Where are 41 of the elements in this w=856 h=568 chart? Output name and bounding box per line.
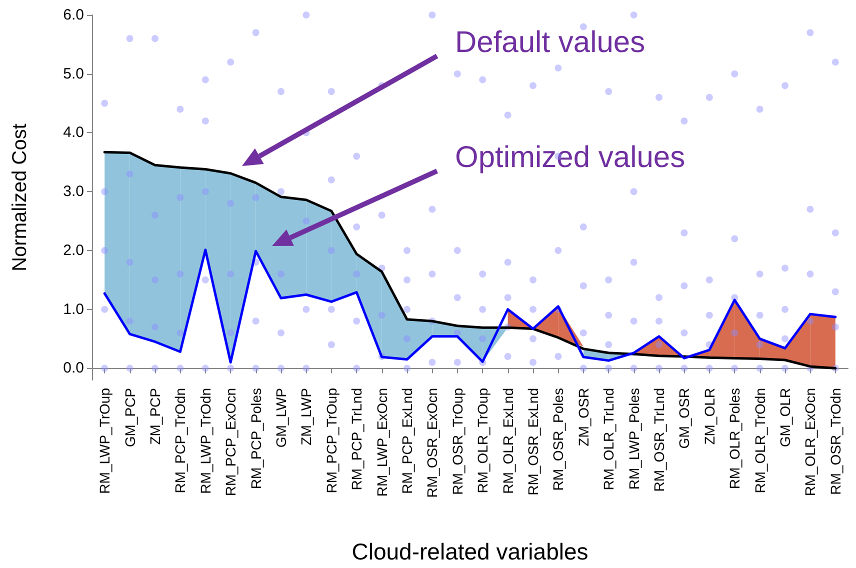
x-tick-label: GM_LWP xyxy=(273,388,289,448)
x-axis-title: Cloud-related variables xyxy=(352,538,588,564)
x-tick-label: RM_OSR_ExOcn xyxy=(424,388,440,498)
x-tick-label: RM_OLR_TrOup xyxy=(474,388,491,494)
x-tick-label: ZM_OSR xyxy=(575,388,592,446)
x-tick-label: RM_PCP_ExLnd xyxy=(399,388,415,494)
x-tick-label: RM_OLR_Poles xyxy=(726,388,743,490)
x-tick-label: RM_LWP_TrOup xyxy=(96,388,113,494)
x-tick-label: RM_PCP_ExOcn xyxy=(222,388,239,496)
x-tick-label: RM_OLR_TrLnd xyxy=(600,388,617,490)
y-tick-label: 2.0 xyxy=(63,242,84,259)
x-tick-label: ZM_OLR xyxy=(701,388,718,445)
x-tick-label: RM_LWP_Poles xyxy=(626,388,642,490)
x-tick-label: RM_OSR_ExLnd xyxy=(525,388,541,496)
x-tick-label: RM_OLR_ExOcn xyxy=(802,388,818,496)
x-tick-label: RM_PCP_TrOup xyxy=(323,388,340,494)
x-tick-label: RM_OLR_ExLnd xyxy=(500,388,516,494)
x-tick-label: RM_OLR_TrOdn xyxy=(752,388,768,494)
x-tick-label: ZM_PCP xyxy=(147,388,163,445)
x-tick-label: RM_PCP_Poles xyxy=(248,388,264,490)
x-tick-label: RM_OSR_Poles xyxy=(550,388,566,491)
y-tick-label: 4.0 xyxy=(63,124,84,142)
y-tick-label: 5.0 xyxy=(63,65,84,82)
x-tick-label: GM_OSR xyxy=(676,388,692,449)
x-tick-label: RM_PCP_TrLnd xyxy=(348,388,365,490)
x-tick-label: ZM_LWP xyxy=(298,388,314,446)
x-tick-label: RM_OSR_TrOdn xyxy=(827,388,844,495)
y-tick-label: 3.0 xyxy=(63,183,84,200)
x-tick-label: RM_LWP_TrOdn xyxy=(197,388,214,494)
x-tick-label: RM_LWP_ExOcn xyxy=(374,388,390,497)
y-tick-label: 0.0 xyxy=(63,360,84,377)
y-axis-title: Normalized Cost xyxy=(9,123,31,272)
x-tick-label: GM_OLR xyxy=(777,388,793,448)
x-tick-label: RM_OSR_TrOup xyxy=(449,388,466,495)
y-tick-label: 1.0 xyxy=(63,300,84,318)
y-tick-label: 6.0 xyxy=(63,6,84,24)
x-tick-label: GM_PCP xyxy=(122,388,138,448)
annotation: Optimized values xyxy=(455,141,686,174)
x-tick-label: RM_OSR_TrLnd xyxy=(651,388,667,492)
x-tick-label: RM_PCP_TrOdn xyxy=(172,388,188,494)
annotation: Default values xyxy=(455,26,646,59)
